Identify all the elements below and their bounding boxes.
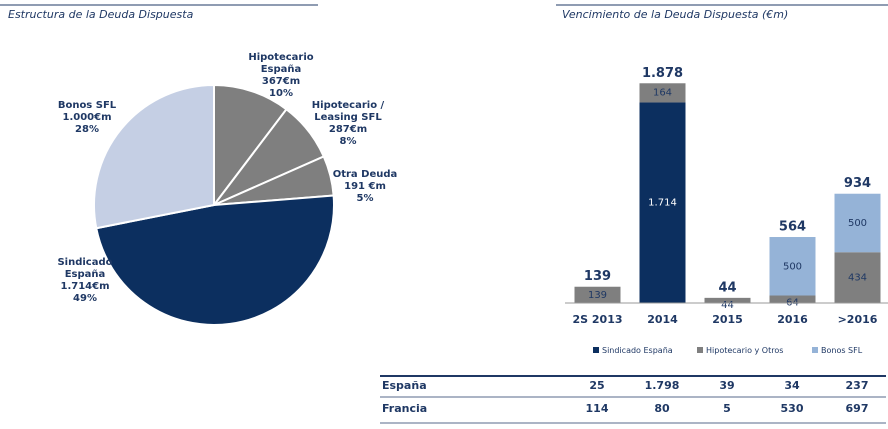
- segment-label: 1.714: [648, 198, 677, 209]
- legend-label: Sindicado España: [602, 346, 673, 355]
- total-label: 934: [844, 176, 871, 191]
- slice-amount: 1.000€m: [62, 112, 112, 123]
- bar-segment: [834, 193, 881, 253]
- slice-amount: 191 €m: [344, 181, 386, 192]
- slice-name: Hipotecario / Leasing SFL: [311, 100, 385, 123]
- legend-swatch: [812, 347, 818, 353]
- bar-segment: [639, 102, 686, 303]
- table-cell: España: [382, 379, 427, 392]
- slice-name: Sindicado España: [57, 257, 113, 280]
- slice-amount: 287€m: [328, 124, 368, 135]
- bar-segment: [769, 295, 816, 303]
- slice-name: Hipotecario España: [248, 52, 314, 75]
- x-tick-label: 2S 2013: [572, 313, 622, 326]
- segment-label: 139: [588, 290, 607, 301]
- pie-slice: [213, 83, 288, 208]
- slice-percent: 8%: [339, 136, 357, 147]
- segment-label: 434: [848, 273, 867, 284]
- total-label: 44: [718, 280, 736, 295]
- table-cell: 237: [846, 379, 869, 392]
- table-cell: 5: [723, 402, 731, 415]
- table-cell: 1.798: [645, 379, 680, 392]
- bar-segment: [834, 252, 881, 303]
- total-label: 139: [584, 269, 611, 284]
- legend-label: Hipotecario y Otros: [706, 346, 783, 355]
- slice-amount: 367€m: [261, 76, 301, 87]
- table-cell: Francia: [382, 402, 427, 415]
- slice-name: Bonos SFL: [57, 100, 117, 111]
- table-cell: 530: [781, 402, 804, 415]
- pie-label: Sindicado España 1.714€m 49%: [45, 257, 125, 305]
- bar-segment: [639, 83, 686, 103]
- pie-title: Estructura de la Deuda Dispuesta: [8, 8, 194, 21]
- pie-label: Hipotecario España 367€m 10%: [241, 52, 321, 100]
- table-cell: 39: [719, 379, 734, 392]
- total-label: 1.878: [642, 66, 683, 81]
- bar-segment: [574, 286, 621, 303]
- segment-label: 164: [653, 87, 672, 98]
- pie-slice: [95, 194, 335, 326]
- legend-swatch: [593, 347, 599, 353]
- slice-amount: 1.714€m: [60, 281, 110, 292]
- segment-label: 44: [721, 300, 734, 311]
- table-cell: 25: [589, 379, 604, 392]
- slice-name: Otra Deuda: [332, 169, 398, 180]
- x-tick-label: 2016: [777, 313, 808, 326]
- segment-label: 500: [783, 261, 802, 272]
- table-cell: 80: [654, 402, 670, 415]
- total-label: 564: [779, 220, 806, 235]
- slice-percent: 28%: [75, 124, 99, 135]
- table-cell: 114: [586, 402, 609, 415]
- legend-label: Bonos SFL: [821, 346, 863, 355]
- legend-swatch: [697, 347, 703, 353]
- bar-segment: [704, 297, 751, 303]
- table-cell: 34: [784, 379, 800, 392]
- slice-percent: 10%: [269, 88, 293, 99]
- x-tick-label: 2015: [712, 313, 743, 326]
- pie-label: Bonos SFL 1.000€m 28%: [47, 100, 127, 136]
- x-tick-label: 2014: [647, 313, 678, 326]
- bar-title: Vencimiento de la Deuda Dispuesta (€m): [562, 8, 788, 21]
- bar-segment: [769, 237, 816, 296]
- pie-label: Otra Deuda 191 €m 5%: [325, 169, 405, 205]
- slice-percent: 49%: [73, 293, 97, 304]
- table-cell: 697: [846, 402, 869, 415]
- segment-label: 500: [848, 218, 867, 229]
- x-tick-label: >2016: [838, 313, 878, 326]
- slice-percent: 5%: [356, 193, 374, 204]
- pie-slice: [93, 83, 215, 230]
- pie-label: Hipotecario / Leasing SFL 287€m 8%: [308, 100, 388, 148]
